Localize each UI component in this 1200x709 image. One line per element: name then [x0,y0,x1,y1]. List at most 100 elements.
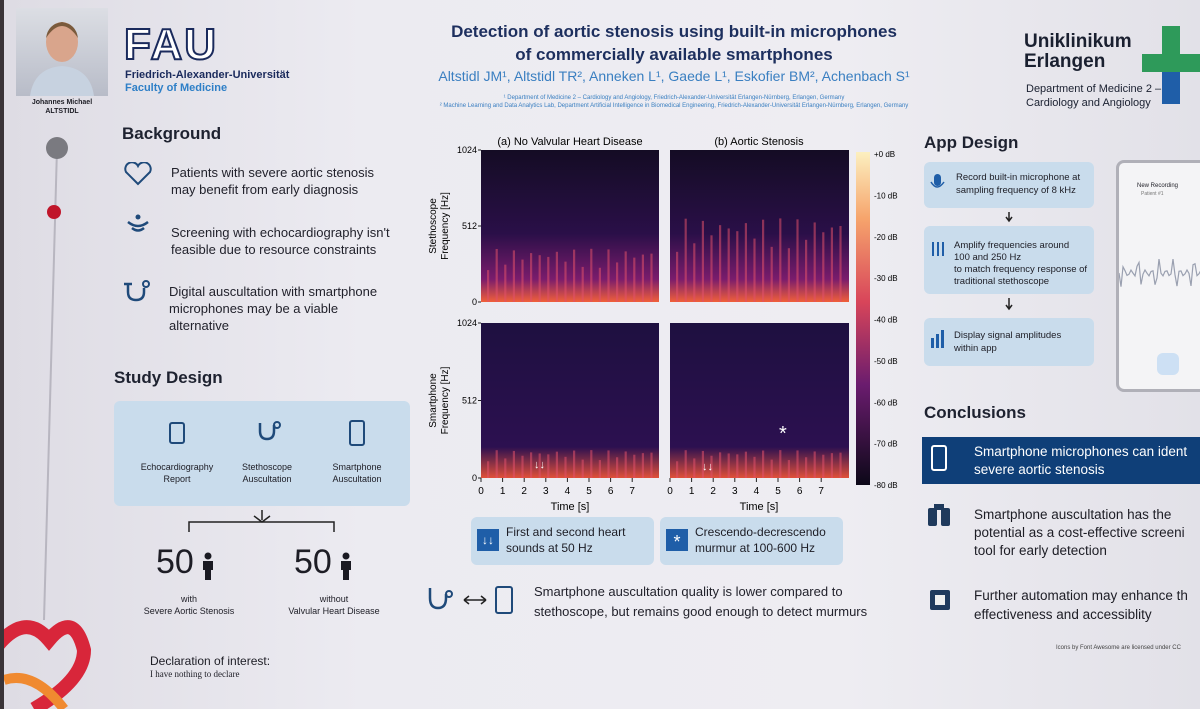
label-line: Frequency [Hz] [440,366,451,434]
text-line: Further automation may enhance th [974,588,1188,603]
x-tick-label: 0 [667,486,673,497]
text-line: Stethoscope [241,462,293,472]
spectral-streak [693,458,696,478]
spectral-streak [710,235,713,302]
text-line: Digital auscultation with smartphone [169,284,378,299]
conclusion-text: Smartphone microphones can ident severe a… [974,443,1187,479]
x-tick-label: 7 [818,486,824,497]
spectral-streak [701,220,704,302]
spectral-streak [727,453,730,478]
spectral-streak [581,459,584,478]
app-design-heading: App Design [924,133,1019,152]
photo [16,8,108,96]
text-line: microphones may be a viable [169,301,339,316]
spectral-streak [805,239,808,302]
marker: ↓↓ [702,461,713,473]
spectral-streak [564,261,567,302]
x-tick-label: 7 [629,486,635,497]
x-tick-label: 3 [543,486,549,497]
y-axis-label: SmartphoneFrequency [Hz] [428,366,451,434]
conclusion-highlight [922,437,1200,484]
spectral-streak [830,227,833,302]
legend-box [471,517,654,565]
x-tick-label: 3 [732,486,738,497]
text-line: Auscultation [242,474,292,484]
text-line: alternative [169,318,229,333]
label-line: Smartphone [428,373,439,428]
spectral-streak [633,454,636,478]
text-line: Detection of aortic stenosis using built… [451,22,897,41]
spectral-streak [616,262,619,302]
spectral-streak [727,228,730,302]
phone-waveform [1119,258,1200,287]
spectral-streak [796,450,799,478]
x-tick-label: 2 [710,486,716,497]
spectral-streak [813,222,816,302]
y-tick-label: 0 [472,473,477,483]
spectrogram [481,323,659,478]
spectral-streak [633,257,636,302]
text-line: feasible due to resource constraints [171,242,377,257]
spectral-streak [521,455,524,478]
app-step-text: Amplify frequencies around 100 and 250 Hz… [954,240,1087,288]
legend-symbol: ↓↓ [477,529,499,551]
affiliations: ¹ Department of Medicine 2 – Cardiology … [374,94,974,110]
spectral-streak [762,219,765,302]
spectral-streak [701,450,704,478]
group-label: with Severe Aortic Stenosis [139,593,239,617]
authors: Altstidl JM¹, Altstidl TR², Anneken L¹, … [438,68,910,84]
colorbar-tick-label: -40 dB [874,316,898,325]
y-tick-label: 512 [462,221,477,231]
spectral-streak [573,249,576,302]
x-tick-label: 0 [478,486,484,497]
x-tick-label: 4 [565,486,571,497]
summary-text: Smartphone auscultation quality is lower… [534,582,867,622]
spectral-streak [839,452,842,478]
x-tick-label: 5 [775,486,781,497]
text-line: effectiveness and accessiblity [974,607,1152,622]
text-line: First and second heart [506,525,626,539]
legend-box [660,517,843,565]
group-count: 50 [156,543,194,581]
colorbar [856,152,870,485]
spectral-streak [487,270,490,302]
group-count: 50 [294,543,332,581]
spectral-streak [805,457,808,478]
spectral-streak [693,243,696,302]
spectral-streak [822,232,825,302]
y-tick-label: 1024 [457,145,477,155]
text-line: traditional stethoscope [954,276,1050,287]
background-heading: Background [122,124,222,143]
y-tick-label: 0 [472,297,477,307]
phone-title: New Recording [1137,183,1179,189]
label-line: Frequency [Hz] [440,192,451,260]
x-tick-label: 4 [754,486,760,497]
spectral-streak [530,452,533,478]
spectral-streak [762,450,765,478]
study-design-box [114,401,410,506]
background-item: Digital auscultation with smartphone micr… [169,283,377,334]
legend-symbol: * [666,529,688,552]
colorbar-tick-label: -60 dB [874,398,898,407]
text-line: may benefit from early diagnosis [171,182,359,197]
spectral-streak [504,264,507,302]
text-line: tool for early detection [974,543,1107,558]
spectral-streak [744,451,747,478]
text-line: murmur at 100-600 Hz [695,541,816,555]
marker: ↓↓ [534,459,545,471]
spectral-streak [770,459,773,478]
text-line: of commercially available smartphones [515,45,833,64]
spectral-streak [512,450,515,478]
app-step [924,318,1094,366]
spectral-streak [839,225,842,302]
uk-logo: Uniklinikum Erlangen [1024,32,1132,72]
spectral-streak [521,259,524,302]
spectral-streak [573,450,576,478]
colorbar-tick-label: -80 dB [874,481,898,490]
background-item: Screening with echocardiography isn't fea… [171,224,390,258]
spectral-streak [564,456,567,478]
colorbar-tick-label: -70 dB [874,440,898,449]
declaration-text: I have nothing to declare [150,669,240,679]
spectral-streak [779,218,782,302]
